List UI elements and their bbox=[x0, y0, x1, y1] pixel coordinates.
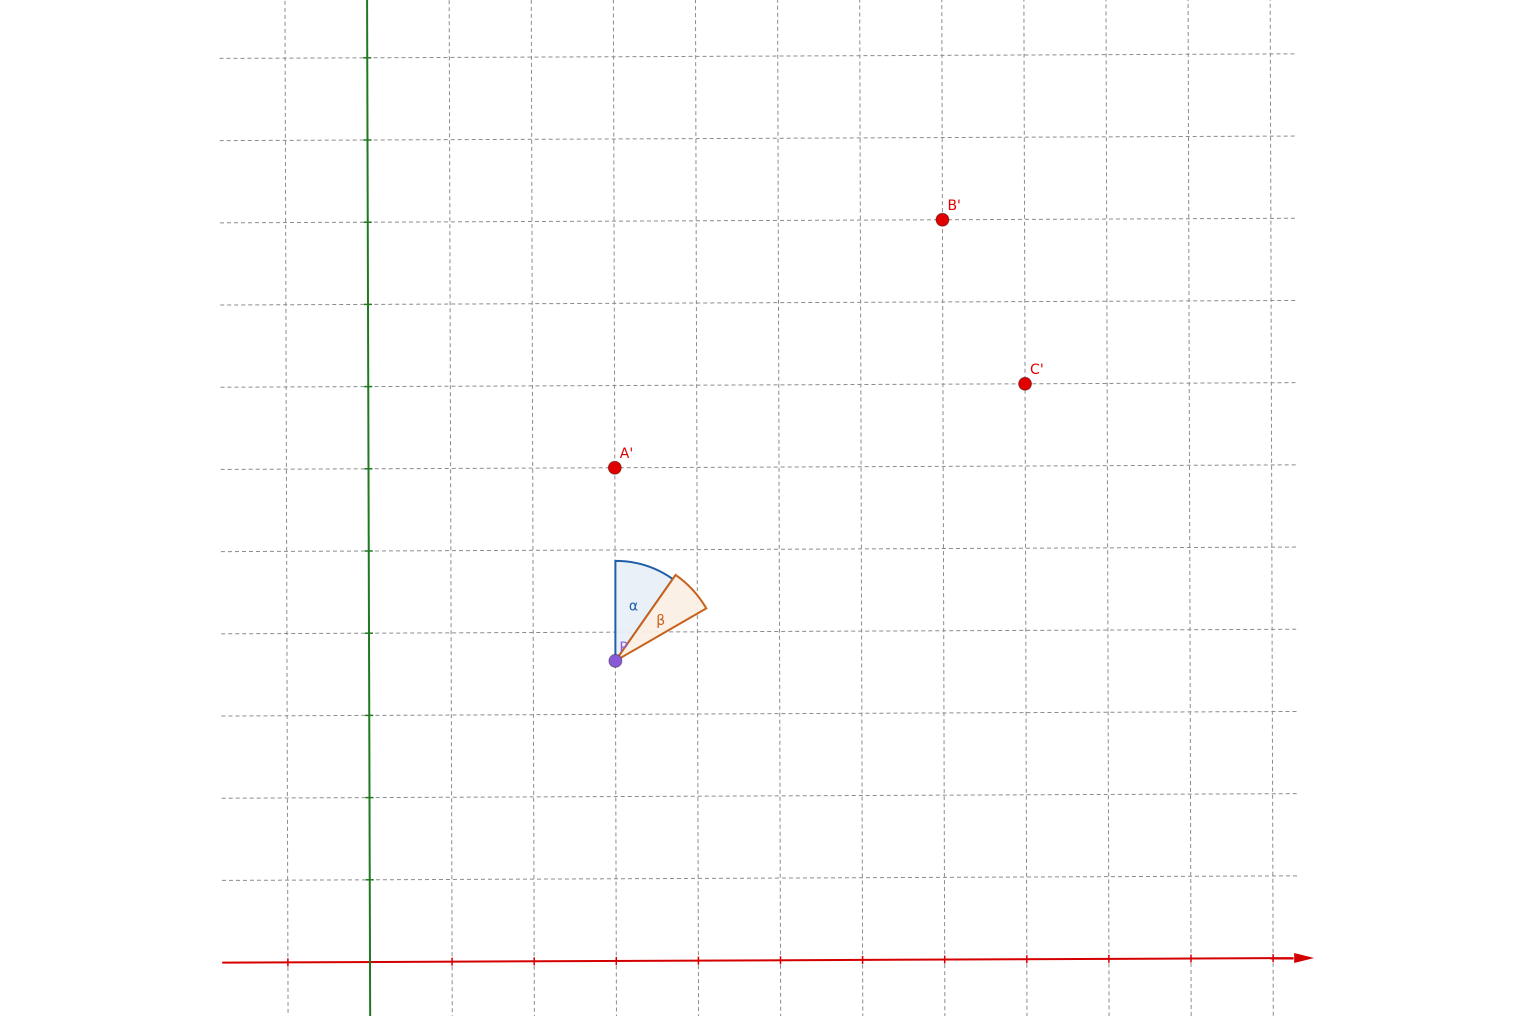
point-label: P bbox=[619, 640, 627, 656]
grid-line-vertical bbox=[941, 0, 946, 1016]
angle-sector-beta bbox=[614, 573, 708, 662]
x-axis-arrow-icon bbox=[1294, 952, 1315, 963]
grid-line-horizontal bbox=[221, 710, 1297, 717]
grid-line-vertical bbox=[612, 0, 617, 1016]
grid-line-horizontal bbox=[219, 53, 1295, 59]
angles: αβ bbox=[614, 559, 708, 665]
points[interactable]: A' B' C' P bbox=[607, 198, 1044, 668]
grid-line-vertical bbox=[448, 0, 453, 1016]
grid-line-horizontal bbox=[221, 793, 1298, 799]
point-label: C' bbox=[1030, 362, 1044, 378]
point-marker[interactable] bbox=[608, 653, 623, 668]
point-b-prime[interactable]: B' bbox=[935, 198, 961, 227]
point-marker[interactable] bbox=[935, 212, 950, 227]
grid-line-vertical bbox=[284, 0, 289, 1016]
grid-line-vertical bbox=[1023, 0, 1028, 1016]
grid-line-vertical bbox=[1187, 0, 1192, 1016]
grid-line-horizontal bbox=[220, 382, 1296, 388]
angle-label-beta: β bbox=[656, 613, 665, 629]
grid-line-horizontal bbox=[219, 135, 1296, 142]
grid-line-vertical bbox=[859, 0, 864, 1016]
grid-line-horizontal bbox=[220, 546, 1297, 553]
grid-line-horizontal bbox=[219, 217, 1296, 224]
grid-line-vertical bbox=[1269, 0, 1274, 1016]
grid bbox=[219, 0, 1298, 1016]
grid-line-vertical bbox=[530, 0, 535, 1016]
angle-label-alpha: α bbox=[629, 599, 638, 615]
grid-line-vertical bbox=[694, 0, 700, 1016]
y-axis bbox=[366, 0, 372, 1016]
point-a-prime[interactable]: A' bbox=[607, 446, 633, 475]
axes bbox=[222, 0, 1315, 1016]
grid-line-horizontal bbox=[221, 875, 1298, 881]
point-label: A' bbox=[620, 446, 633, 462]
grid-line-vertical bbox=[1105, 0, 1110, 1016]
point-p[interactable]: P bbox=[608, 640, 628, 668]
grid-line-horizontal bbox=[220, 464, 1297, 470]
point-label: B' bbox=[947, 198, 960, 214]
point-marker[interactable] bbox=[607, 460, 622, 475]
grid-line-vertical bbox=[777, 0, 782, 1016]
grid-line-horizontal bbox=[221, 628, 1297, 635]
x-axis bbox=[222, 957, 1294, 964]
grid-line-horizontal bbox=[220, 299, 1296, 306]
point-marker[interactable] bbox=[1018, 376, 1033, 391]
point-c-prime[interactable]: C' bbox=[1018, 362, 1044, 391]
